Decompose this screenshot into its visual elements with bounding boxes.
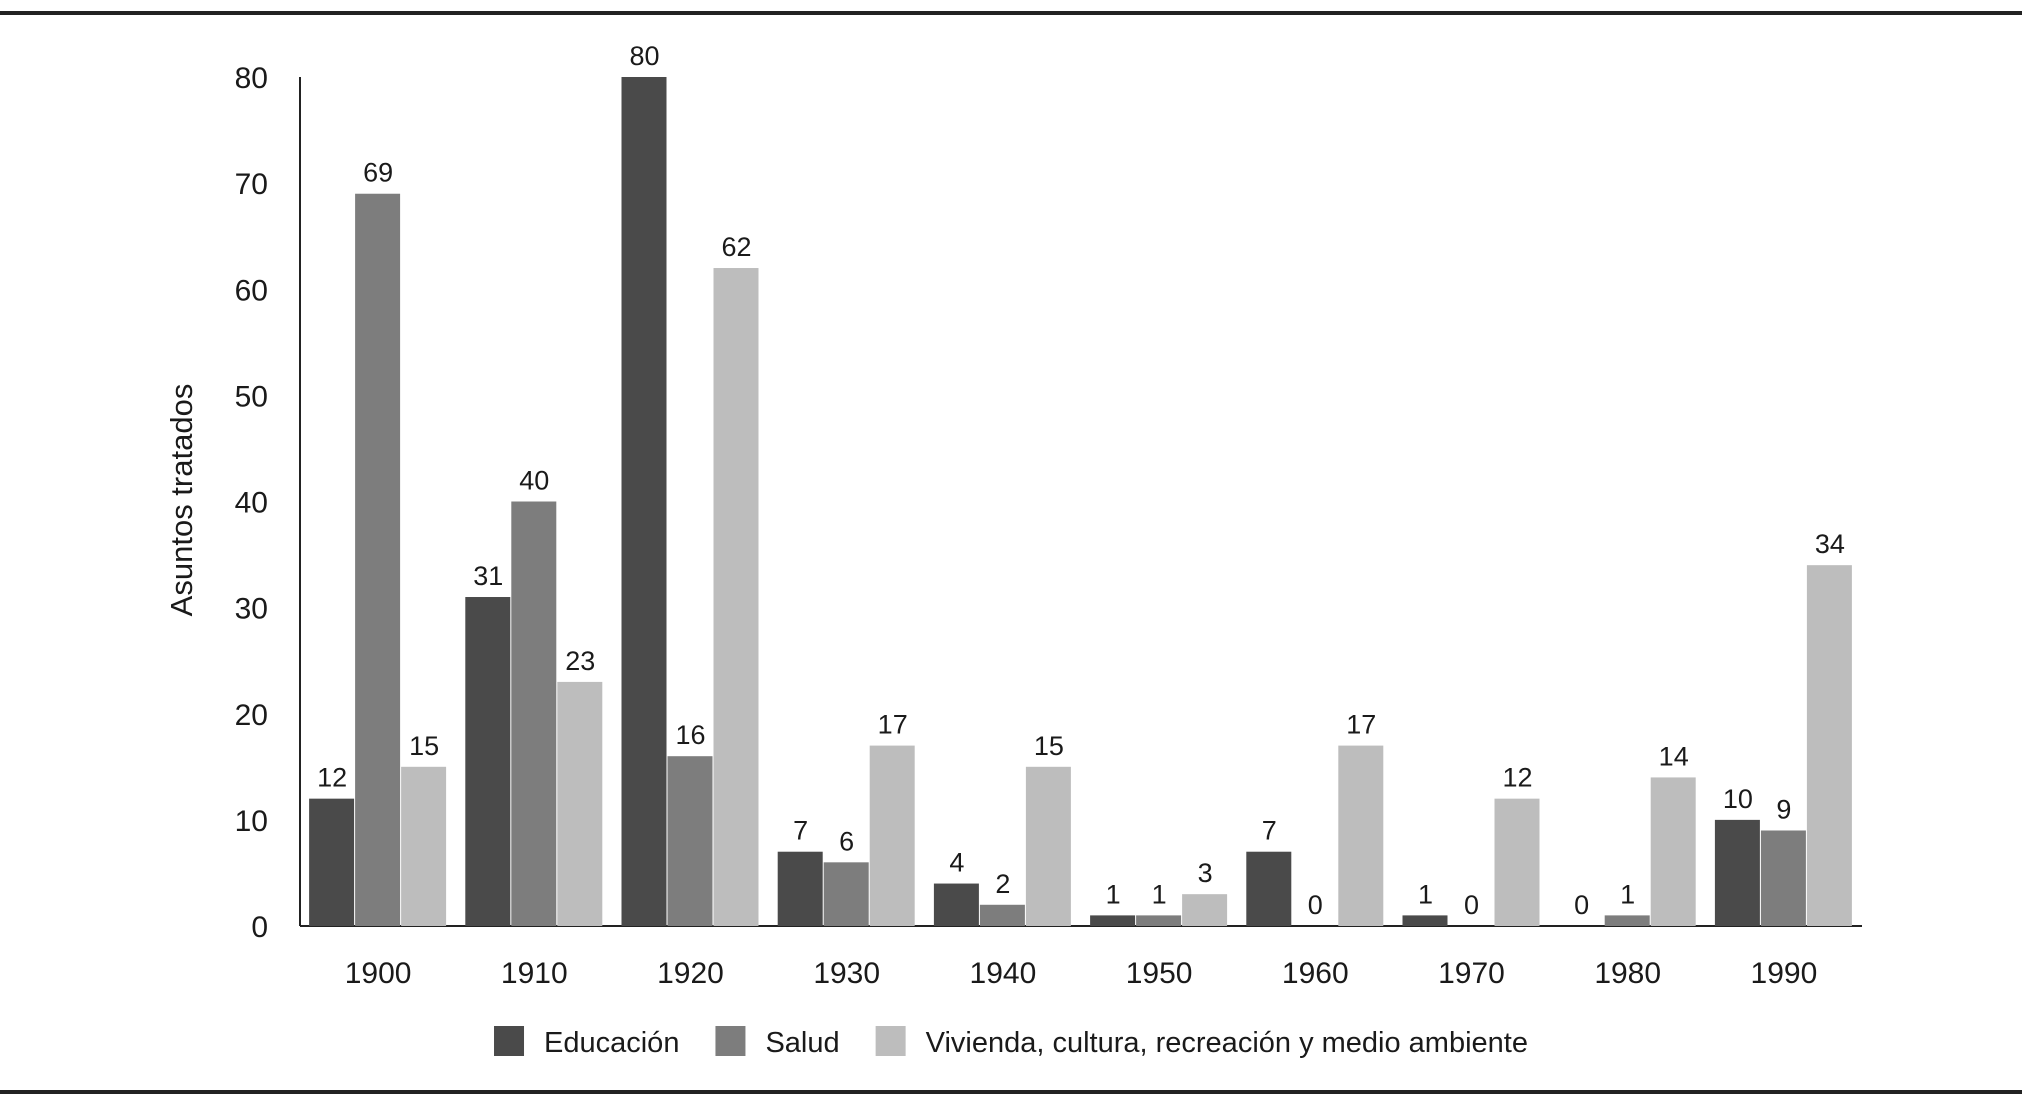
y-tick-label: 70 — [235, 168, 268, 201]
x-tick-label: 1930 — [813, 957, 880, 990]
bar-value-label: 0 — [1464, 890, 1479, 920]
bar-value-label: 3 — [1198, 858, 1213, 888]
y-tick-label: 50 — [235, 380, 268, 413]
bar-value-label: 1 — [1106, 879, 1121, 909]
legend-swatch — [875, 1026, 906, 1056]
bar-value-label: 23 — [565, 646, 595, 676]
bar — [1714, 819, 1760, 926]
y-tick-label: 60 — [235, 274, 268, 307]
bar — [777, 851, 823, 926]
bar-value-label: 12 — [1502, 763, 1532, 793]
y-tick-label: 40 — [235, 487, 268, 520]
y-tick-label: 80 — [235, 62, 268, 95]
bar-value-label: 69 — [363, 158, 393, 188]
bar-value-label: 1 — [1620, 879, 1635, 909]
bar — [1760, 830, 1806, 926]
bar-value-label: 17 — [878, 710, 908, 740]
bar — [465, 597, 511, 926]
x-tick-label: 1990 — [1751, 957, 1818, 990]
x-tick-label: 1940 — [970, 957, 1037, 990]
legend-label: Vivienda, cultura, recreación y medio am… — [926, 1027, 1528, 1059]
legend-label: Educación — [544, 1027, 679, 1059]
x-axis: 1900 1910 1920 1930 1940 1950 1960 1970 1980 1990 — [300, 925, 1862, 990]
bar-value-label: 15 — [1034, 731, 1064, 761]
bar-value-label: 80 — [629, 41, 659, 71]
bar-value-label: 6 — [839, 826, 854, 856]
bar — [1136, 915, 1182, 926]
bar-value-label: 31 — [473, 561, 503, 591]
legend-item: Salud — [715, 1026, 840, 1059]
bar — [1604, 915, 1650, 926]
bar — [933, 883, 979, 926]
bar-value-label: 15 — [409, 731, 439, 761]
bar-value-label: 14 — [1659, 741, 1689, 771]
bar-value-label: 16 — [675, 720, 705, 750]
y-tick-label: 0 — [251, 911, 268, 944]
legend-item: Educación — [494, 1026, 679, 1059]
bar-value-label: 12 — [317, 763, 347, 793]
bar — [1090, 915, 1136, 926]
legend-item: Vivienda, cultura, recreación y medio am… — [875, 1026, 1528, 1059]
bar-value-label: 1 — [1418, 879, 1433, 909]
bar — [621, 77, 667, 926]
legend-label: Salud — [765, 1027, 839, 1059]
bar — [1246, 851, 1292, 926]
bar — [1338, 745, 1384, 926]
bar-value-label: 7 — [1262, 816, 1277, 846]
legend: Educación Salud Vivienda, cultura, recreac… — [494, 1026, 1528, 1059]
bar — [1650, 777, 1696, 926]
legend-swatch — [715, 1026, 746, 1056]
bar — [401, 766, 447, 926]
x-tick-label: 1960 — [1282, 957, 1349, 990]
bar — [1494, 798, 1540, 926]
bars — [309, 77, 1852, 927]
bar-value-label: 2 — [995, 869, 1010, 899]
x-tick-label: 1910 — [501, 957, 568, 990]
bar-value-label: 9 — [1776, 794, 1791, 824]
y-axis: 0 10 20 30 40 50 60 70 80 — [235, 62, 301, 944]
y-tick-label: 30 — [235, 593, 268, 626]
x-tick-label: 1980 — [1594, 957, 1661, 990]
bar-value-label: 0 — [1308, 890, 1323, 920]
y-tick-label: 10 — [235, 805, 268, 838]
bar-value-label: 10 — [1723, 784, 1753, 814]
bar-value-label: 40 — [519, 466, 549, 496]
bar — [979, 904, 1025, 926]
bar — [309, 798, 355, 926]
x-tick-label: 1950 — [1126, 957, 1193, 990]
bar-value-label: 17 — [1346, 710, 1376, 740]
bar — [355, 193, 401, 927]
bar — [823, 862, 869, 926]
bar — [667, 756, 713, 926]
bar — [1025, 766, 1071, 926]
y-tick-label: 20 — [235, 699, 268, 732]
x-tick-label: 1900 — [345, 957, 412, 990]
legend-swatch — [494, 1026, 525, 1056]
bar — [557, 681, 603, 926]
bar — [1182, 894, 1228, 926]
bar — [869, 745, 915, 926]
x-tick-label: 1970 — [1438, 957, 1505, 990]
bar — [1806, 565, 1852, 926]
bar-value-label: 4 — [949, 848, 964, 878]
bar — [713, 268, 759, 926]
bar-value-label: 0 — [1574, 890, 1589, 920]
bar-value-label: 34 — [1815, 529, 1845, 559]
bar-value-label: 62 — [721, 232, 751, 262]
bar-value-label: 1 — [1152, 879, 1167, 909]
bar-value-label: 7 — [793, 816, 808, 846]
x-tick-label: 1920 — [657, 957, 724, 990]
bar — [511, 501, 557, 926]
bar — [1402, 915, 1448, 926]
y-axis-title: Asuntos tratados — [164, 384, 199, 617]
